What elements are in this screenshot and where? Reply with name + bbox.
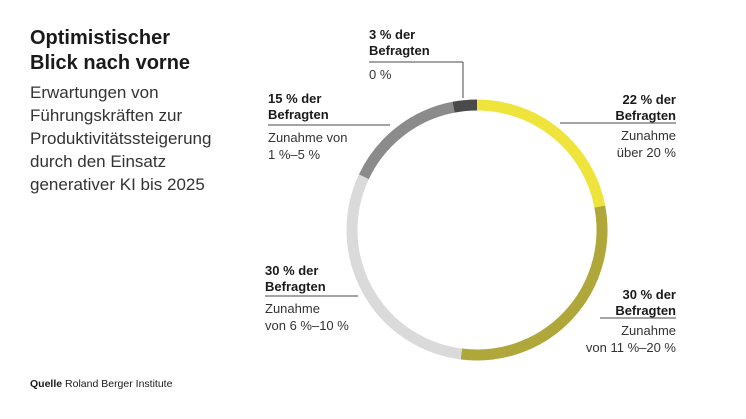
slice-1-body-line-1: Zunahme [621, 128, 676, 143]
donut-slice-4 [358, 101, 455, 180]
slice-4-body-line-2: 1 %–5 % [268, 147, 320, 162]
slice-2-body-line-2: von 11 %–20 % [586, 340, 677, 355]
slice-2-body-line-1: Zunahme [621, 323, 676, 338]
slice-4-head-line-1: 15 % der [268, 91, 321, 106]
slice-3-head-line-2: Befragten [265, 279, 326, 294]
chart-subtitle: Erwartungen von Führungskräften zur Prod… [30, 81, 260, 196]
source-text: Roland Berger Institute [65, 378, 173, 390]
slice-4-body-line-1: Zunahme von [268, 130, 348, 145]
slice-3-body-line-2: von 6 %–10 % [265, 318, 349, 333]
chart-title-line-2: Blick nach vorne [30, 52, 191, 74]
donut-ring [346, 99, 608, 361]
subtitle-line-5: generativer KI bis 2025 [30, 175, 205, 194]
slice-5-head-line-2: Befragten [369, 43, 430, 58]
slice-4-head-line-2: Befragten [268, 107, 329, 122]
slice-2-head-line-2: Befragten [615, 303, 676, 318]
slice-5-head-line-1: 3 % der [369, 27, 415, 42]
donut-slice-5 [452, 99, 478, 113]
slice-5-body-line-1: 0 % [369, 67, 392, 82]
donut-slice-2 [460, 205, 608, 361]
slice-3-head-line-1: 30 % der [265, 263, 318, 278]
subtitle-line-2: Führungskräften zur [30, 106, 183, 125]
source-label: Quelle [30, 378, 63, 390]
slice-2-head-line-1: 30 % der [623, 287, 676, 302]
subtitle-line-1: Erwartungen von [30, 83, 159, 102]
chart-title-line-1: Optimistischer [30, 27, 171, 49]
donut-slice-1 [476, 99, 606, 208]
slice-1-head-line-1: 22 % der [623, 92, 676, 107]
chart-title: Optimistischer Blick nach vorne [30, 26, 250, 76]
subtitle-line-3: Produktivitätssteigerung [30, 129, 212, 148]
slice-1-body-line-2: über 20 % [617, 145, 677, 160]
slice-3-body-line-1: Zunahme [265, 301, 320, 316]
subtitle-line-4: durch den Einsatz [30, 152, 167, 171]
slice-1-head-line-2: Befragten [615, 108, 676, 123]
donut-slice-3 [346, 174, 463, 360]
source-note: Quelle Roland Berger Institute [30, 378, 172, 390]
